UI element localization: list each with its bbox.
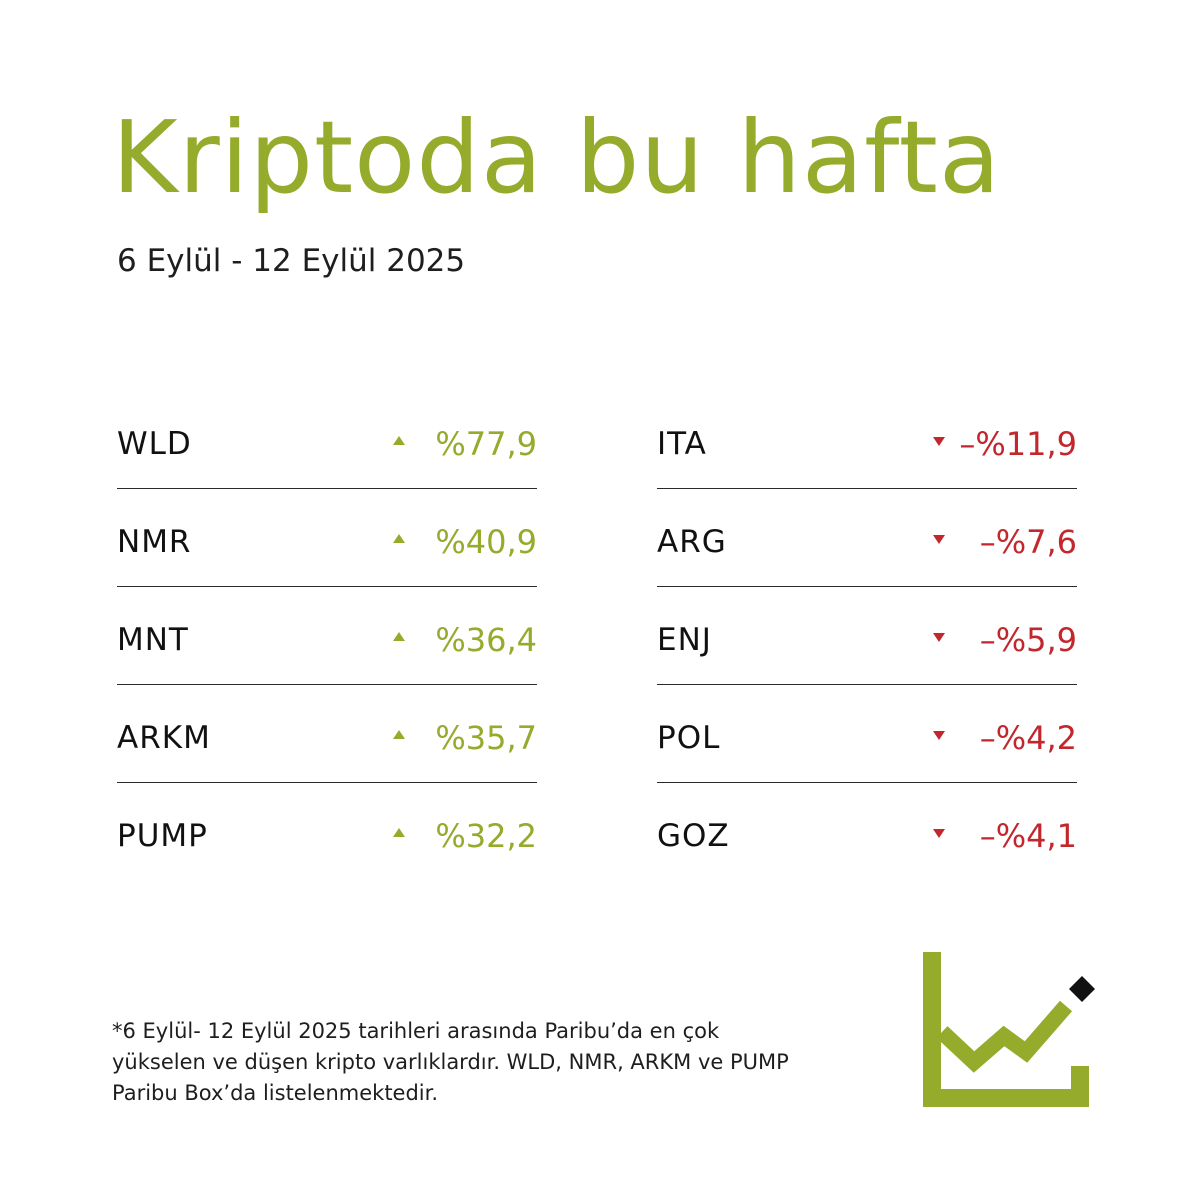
list-item: NMR %40,9: [117, 508, 537, 606]
list-item: ARG –%7,6: [657, 508, 1077, 606]
asset-change: –%5,9: [979, 621, 1077, 659]
asset-symbol: GOZ: [657, 818, 730, 854]
divider: [657, 782, 1077, 783]
asset-change: %32,2: [435, 817, 537, 855]
chart-logo-icon: [923, 952, 1095, 1107]
asset-change: %40,9: [435, 523, 537, 561]
asset-symbol: ARG: [657, 524, 727, 560]
list-item: ENJ –%5,9: [657, 606, 1077, 704]
list-item: GOZ –%4,1: [657, 802, 1077, 900]
list-item: MNT %36,4: [117, 606, 537, 704]
asset-change: %77,9: [435, 425, 537, 463]
list-item: PUMP %32,2: [117, 802, 537, 900]
asset-symbol: MNT: [117, 622, 189, 658]
asset-symbol: PUMP: [117, 818, 208, 854]
triangle-down-icon: [933, 731, 945, 740]
asset-symbol: NMR: [117, 524, 192, 560]
page-title: Kriptoda bu hafta: [112, 99, 1002, 216]
triangle-up-icon: [393, 632, 405, 641]
triangle-up-icon: [393, 828, 405, 837]
divider: [657, 684, 1077, 685]
asset-change: –%7,6: [979, 523, 1077, 561]
footnote: *6 Eylül- 12 Eylül 2025 tarihleri arasın…: [112, 1019, 789, 1105]
asset-symbol: ENJ: [657, 622, 712, 658]
divider: [657, 586, 1077, 587]
triangle-up-icon: [393, 534, 405, 543]
list-item: POL –%4,2: [657, 704, 1077, 802]
asset-symbol: ITA: [657, 426, 707, 462]
asset-change: %36,4: [435, 621, 537, 659]
list-item: ITA –%11,9: [657, 410, 1077, 508]
list-item: ARKM %35,7: [117, 704, 537, 802]
list-item: WLD %77,9: [117, 410, 537, 508]
asset-change: –%4,1: [979, 817, 1077, 855]
divider: [117, 782, 537, 783]
date-range: 6 Eylül - 12 Eylül 2025: [117, 243, 466, 279]
triangle-down-icon: [933, 829, 945, 838]
losers-list: ITA –%11,9 ARG –%7,6 ENJ –%5,9 POL –%4,2…: [657, 410, 1077, 900]
asset-change: –%11,9: [959, 425, 1077, 463]
triangle-down-icon: [933, 535, 945, 544]
gainers-list: WLD %77,9 NMR %40,9 MNT %36,4 ARKM %35,7…: [117, 410, 537, 900]
asset-symbol: WLD: [117, 426, 192, 462]
triangle-up-icon: [393, 730, 405, 739]
triangle-down-icon: [933, 437, 945, 446]
divider: [117, 586, 537, 587]
divider: [657, 488, 1077, 489]
triangle-up-icon: [393, 436, 405, 445]
asset-change: –%4,2: [979, 719, 1077, 757]
asset-symbol: POL: [657, 720, 721, 756]
divider: [117, 684, 537, 685]
asset-symbol: ARKM: [117, 720, 211, 756]
triangle-down-icon: [933, 633, 945, 642]
divider: [117, 488, 537, 489]
asset-change: %35,7: [435, 719, 537, 757]
